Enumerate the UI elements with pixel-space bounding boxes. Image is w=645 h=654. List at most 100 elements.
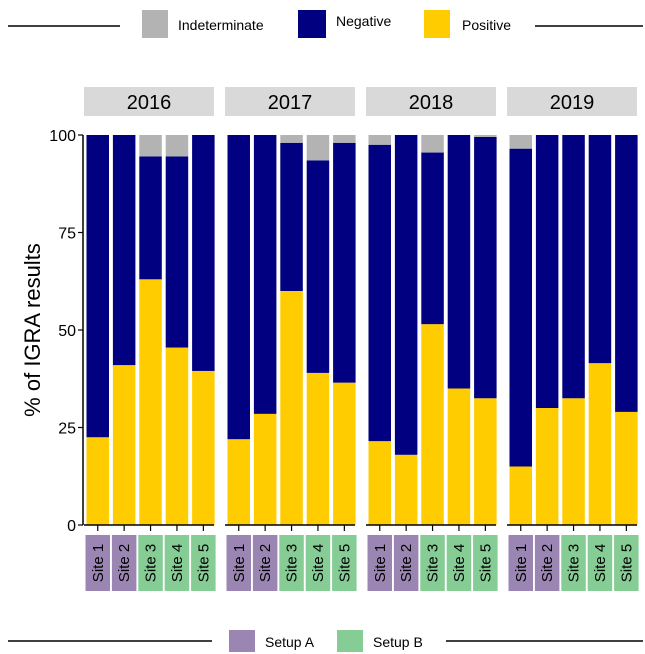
bar-positive-2019-site-5 <box>615 411 638 525</box>
x-tick-label: Site 2 <box>257 544 274 582</box>
legend-label-positive: Positive <box>462 17 511 33</box>
bar-positive-2017-site-2 <box>253 413 277 525</box>
bar-indeterminate-2017-site-3 <box>280 135 303 143</box>
x-tick-label: Site 2 <box>539 544 556 582</box>
x-category-box <box>534 535 560 591</box>
bar-negative-2016-site-3 <box>139 156 162 280</box>
bar-positive-2019-site-1 <box>509 466 532 525</box>
legend-label-setup-a: Setup A <box>265 634 315 650</box>
bar-negative-2017-site-5 <box>333 142 356 383</box>
bar-positive-2019-site-2 <box>535 408 559 525</box>
x-category-box <box>473 535 498 591</box>
legend-swatch-setup-b <box>337 630 363 652</box>
bar-negative-2019-site-1 <box>509 148 532 467</box>
panel-title: 2016 <box>127 92 172 114</box>
x-tick-label: Site 4 <box>310 544 327 582</box>
bar-positive-2018-site-4 <box>447 388 471 525</box>
x-tick-label: Site 5 <box>336 544 353 582</box>
x-tick-label: Site 4 <box>169 544 186 582</box>
bar-positive-2018-site-2 <box>394 454 418 525</box>
bar-indeterminate-2018-site-5 <box>474 135 497 137</box>
bar-negative-2017-site-3 <box>280 142 303 291</box>
legend-swatch-indeterminate <box>142 10 168 38</box>
x-tick-label: Site 3 <box>566 544 583 582</box>
x-tick-label: Site 4 <box>451 544 468 582</box>
x-category-box <box>138 535 163 591</box>
y-axis-title: % of IGRA results <box>20 243 45 417</box>
bar-negative-2018-site-3 <box>421 152 444 325</box>
bar-negative-2018-site-1 <box>368 144 391 442</box>
bar-positive-2016-site-3 <box>139 279 162 525</box>
x-tick-label: Site 2 <box>398 544 415 582</box>
panel-strip <box>225 87 355 116</box>
bar-negative-2016-site-5 <box>192 135 215 371</box>
x-tick-label: Site 4 <box>592 544 609 582</box>
bar-indeterminate-2019-site-1 <box>509 135 532 149</box>
x-category-box <box>420 535 445 591</box>
bar-negative-2019-site-5 <box>615 135 638 412</box>
bar-positive-2016-site-5 <box>192 370 215 525</box>
bar-negative-2019-site-3 <box>562 135 585 399</box>
bottom-legend: Setup A Setup B <box>8 630 643 652</box>
bar-negative-2018-site-4 <box>447 135 471 389</box>
bar-negative-2016-site-4 <box>165 156 189 348</box>
bar-indeterminate-2016-site-3 <box>139 135 162 157</box>
bar-indeterminate-2017-site-4 <box>306 135 330 161</box>
y-tick-label: 100 <box>49 128 76 145</box>
bar-negative-2019-site-2 <box>535 135 559 408</box>
legend-swatch-negative <box>298 10 326 38</box>
x-category-box <box>279 535 304 591</box>
x-tick-label: Site 3 <box>143 544 160 582</box>
x-category-box <box>508 535 533 591</box>
x-category-box <box>305 535 331 591</box>
x-category-box <box>587 535 613 591</box>
legend-label-negative: Negative <box>336 13 391 29</box>
x-tick-label: Site 1 <box>90 544 107 582</box>
x-category-box <box>614 535 639 591</box>
y-tick-label: 25 <box>58 421 76 438</box>
panel-strip <box>366 87 496 116</box>
x-category-box <box>111 535 137 591</box>
bar-positive-2017-site-5 <box>333 382 356 525</box>
x-tick-label: Site 5 <box>618 544 635 582</box>
bar-indeterminate-2018-site-3 <box>421 135 444 153</box>
bar-positive-2019-site-4 <box>588 363 612 525</box>
bar-positive-2016-site-1 <box>86 437 109 525</box>
bar-negative-2018-site-5 <box>474 136 497 399</box>
panel-title: 2018 <box>409 92 454 114</box>
panel-2019: 2019 Site 1 Site 2 Site 3 Site 4 Site 5 <box>507 87 639 591</box>
panel-title: 2019 <box>550 92 595 114</box>
legend-label-indeterminate: Indeterminate <box>178 17 264 33</box>
panel-title: 2017 <box>268 92 313 114</box>
bar-positive-2017-site-1 <box>227 439 250 525</box>
bar-positive-2018-site-1 <box>368 441 391 525</box>
x-tick-label: Site 3 <box>284 544 301 582</box>
x-category-box <box>164 535 190 591</box>
bar-positive-2019-site-3 <box>562 398 585 525</box>
x-category-box <box>252 535 278 591</box>
x-tick-label: Site 1 <box>231 544 248 582</box>
bar-negative-2017-site-4 <box>306 160 330 373</box>
x-tick-label: Site 3 <box>425 544 442 582</box>
x-category-box <box>367 535 392 591</box>
panel-strip <box>507 87 637 116</box>
top-legend: Indeterminate Negative Positive <box>8 10 643 38</box>
x-category-box <box>191 535 216 591</box>
x-tick-label: Site 2 <box>116 544 133 582</box>
bar-indeterminate-2018-site-1 <box>368 135 391 145</box>
x-tick-label: Site 1 <box>372 544 389 582</box>
legend-swatch-positive <box>424 10 450 38</box>
panel-2016: 2016 Site 1 Site 2 Site 3 Site 4 Site 5 <box>84 87 216 591</box>
x-tick-label: Site 5 <box>195 544 212 582</box>
bar-positive-2017-site-4 <box>306 372 330 525</box>
x-category-box <box>446 535 472 591</box>
bar-negative-2017-site-1 <box>227 135 250 440</box>
bar-negative-2019-site-4 <box>588 135 612 364</box>
bar-indeterminate-2016-site-4 <box>165 135 189 157</box>
x-category-box <box>226 535 251 591</box>
bar-positive-2016-site-2 <box>112 365 136 525</box>
x-tick-label: Site 5 <box>477 544 494 582</box>
legend-swatch-setup-a <box>229 630 255 652</box>
y-axis: 0 25 50 75 100 <box>49 128 84 535</box>
bar-negative-2016-site-2 <box>112 135 136 366</box>
